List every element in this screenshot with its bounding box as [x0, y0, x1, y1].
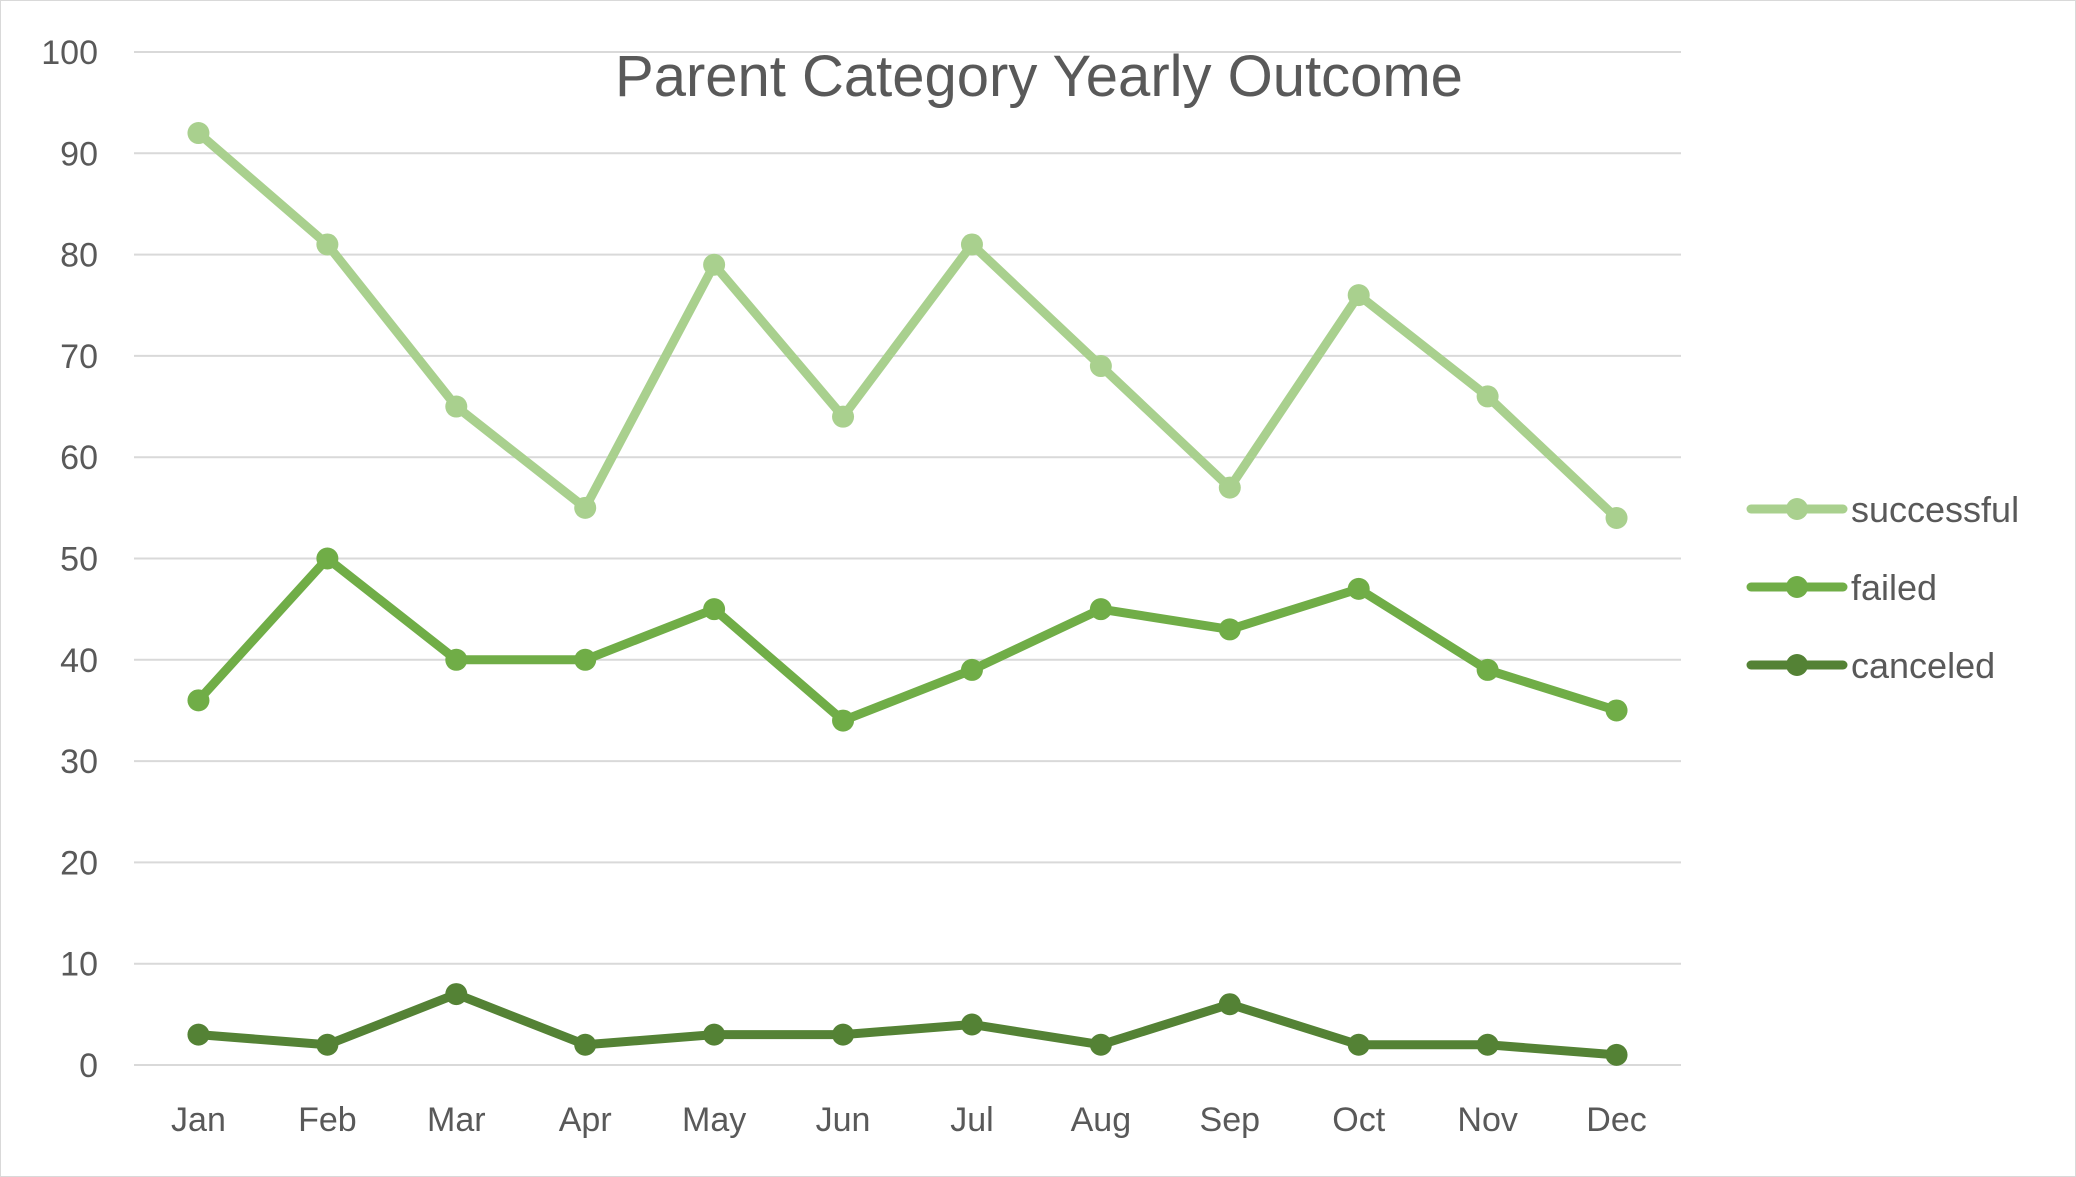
data-point [316, 547, 339, 570]
series-lines [187, 122, 1628, 1066]
legend-label: failed [1851, 567, 1937, 608]
legend-item: successful [1746, 489, 2019, 530]
y-tick-label: 70 [60, 338, 98, 376]
data-point [960, 658, 983, 681]
data-point [1089, 1033, 1112, 1056]
data-point [1347, 284, 1370, 307]
y-tick-label: 20 [60, 844, 98, 882]
gridlines [134, 51, 1681, 1066]
data-point [187, 122, 210, 145]
x-tick-label: Nov [1457, 1101, 1517, 1139]
data-point [1347, 577, 1370, 600]
data-point [1218, 476, 1241, 499]
data-point [1605, 506, 1628, 529]
legend-item: failed [1746, 567, 1937, 608]
chart-title: Parent Category Yearly Outcome [615, 44, 1463, 109]
data-point [316, 233, 339, 256]
legend-swatch-marker [1786, 654, 1808, 676]
data-point [187, 1023, 210, 1046]
data-point [574, 648, 597, 671]
legend-item: canceled [1746, 645, 1995, 686]
data-point [574, 496, 597, 519]
data-point [960, 1013, 983, 1036]
x-tick-label: Oct [1332, 1101, 1385, 1139]
data-point [832, 709, 855, 732]
data-point [960, 233, 983, 256]
legend-label: successful [1851, 489, 2019, 530]
y-tick-label: 50 [60, 541, 98, 579]
y-tick-label: 80 [60, 237, 98, 275]
y-tick-label: 10 [60, 946, 98, 984]
data-point [1476, 658, 1499, 681]
series-line [193, 989, 1622, 1060]
data-point [1605, 699, 1628, 722]
data-point [1089, 598, 1112, 621]
data-point [445, 648, 468, 671]
data-point [832, 1023, 855, 1046]
y-tick-label: 30 [60, 743, 98, 781]
x-tick-label: Dec [1586, 1101, 1646, 1139]
x-tick-label: Aug [1071, 1101, 1132, 1139]
data-point [1218, 618, 1241, 641]
x-tick-label: Jun [816, 1101, 871, 1139]
y-tick-label: 100 [41, 34, 98, 72]
x-tick-label: Feb [298, 1101, 357, 1139]
series-line [193, 128, 1622, 523]
data-point [1218, 993, 1241, 1016]
legend: successful failed canceled [1746, 489, 2019, 686]
data-point [703, 1023, 726, 1046]
x-tick-label: May [682, 1101, 746, 1139]
y-axis-tick-labels: 0 10 20 30 40 50 60 70 80 90 100 [41, 34, 98, 1085]
x-axis-tick-labels: Jan Feb Mar Apr May Jun Jul Aug Sep Oct Nov Dec [171, 1101, 1647, 1139]
data-point [703, 598, 726, 621]
data-point [187, 689, 210, 712]
data-point [316, 1033, 339, 1056]
data-point [574, 1033, 597, 1056]
data-point [1476, 385, 1499, 408]
legend-swatch-marker [1786, 498, 1808, 520]
series-failed [187, 547, 1628, 732]
x-tick-label: Sep [1200, 1101, 1261, 1139]
y-tick-label: 0 [79, 1047, 98, 1085]
y-tick-label: 90 [60, 135, 98, 173]
series-canceled [187, 983, 1628, 1066]
series-successful [187, 122, 1628, 529]
data-point [703, 253, 726, 276]
y-tick-label: 40 [60, 642, 98, 680]
x-tick-label: Jul [950, 1101, 993, 1139]
legend-swatch-marker [1786, 576, 1808, 598]
data-point [1476, 1033, 1499, 1056]
series-line [193, 554, 1622, 726]
y-tick-label: 60 [60, 439, 98, 477]
data-point [445, 395, 468, 418]
data-point [445, 983, 468, 1006]
legend-label: canceled [1851, 645, 1995, 686]
data-point [1605, 1043, 1628, 1066]
data-point [1089, 355, 1112, 378]
data-point [1347, 1033, 1370, 1056]
x-tick-label: Jan [171, 1101, 226, 1139]
x-tick-label: Mar [427, 1101, 486, 1139]
data-point [832, 405, 855, 428]
x-tick-label: Apr [559, 1101, 612, 1139]
